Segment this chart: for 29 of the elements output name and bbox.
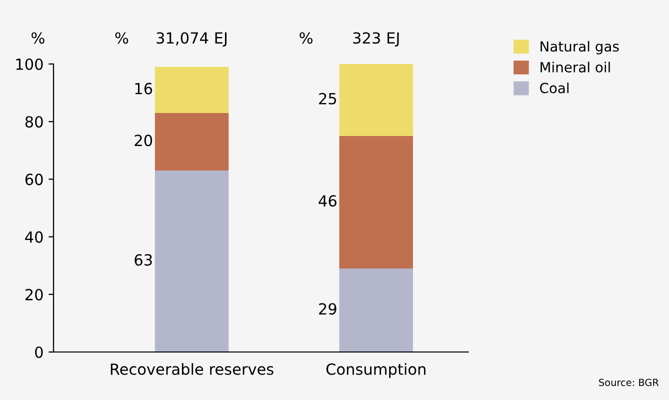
y-axis-title: %	[115, 32, 128, 44]
x-tick-label: Recoverable reserves	[110, 363, 274, 375]
bar	[154, 66, 229, 113]
annotation: 323 EJ	[353, 32, 399, 47]
y-tick-label: 0	[35, 346, 43, 358]
bar	[154, 112, 229, 171]
source-note: Source: BGR	[599, 378, 659, 386]
text: %	[32, 32, 44, 44]
data-label: 20	[134, 134, 152, 146]
y-tick-label: 60	[25, 174, 43, 186]
data-label: 46	[318, 195, 336, 207]
y-tick-label: 80	[25, 116, 43, 128]
data-label: 63	[134, 254, 152, 266]
bar	[339, 268, 413, 352]
data-label: 16	[135, 82, 152, 94]
y-tick-label: 40	[25, 231, 43, 243]
bar	[339, 136, 413, 268]
bar	[339, 64, 413, 136]
y-tick-label: 100	[16, 58, 43, 70]
x-tick-label: Consumption	[326, 363, 426, 378]
data-label: 29	[319, 303, 336, 315]
text: %	[300, 32, 312, 44]
annotation: 31,074 EJ	[156, 32, 227, 47]
legend-label: Natural gas	[540, 40, 619, 54]
legend-label: Coal	[540, 82, 569, 94]
bar	[154, 170, 229, 352]
y-tick-label: 20	[25, 288, 43, 300]
legend-label: Mineral oil	[540, 62, 610, 72]
data-label: 25	[319, 92, 336, 104]
